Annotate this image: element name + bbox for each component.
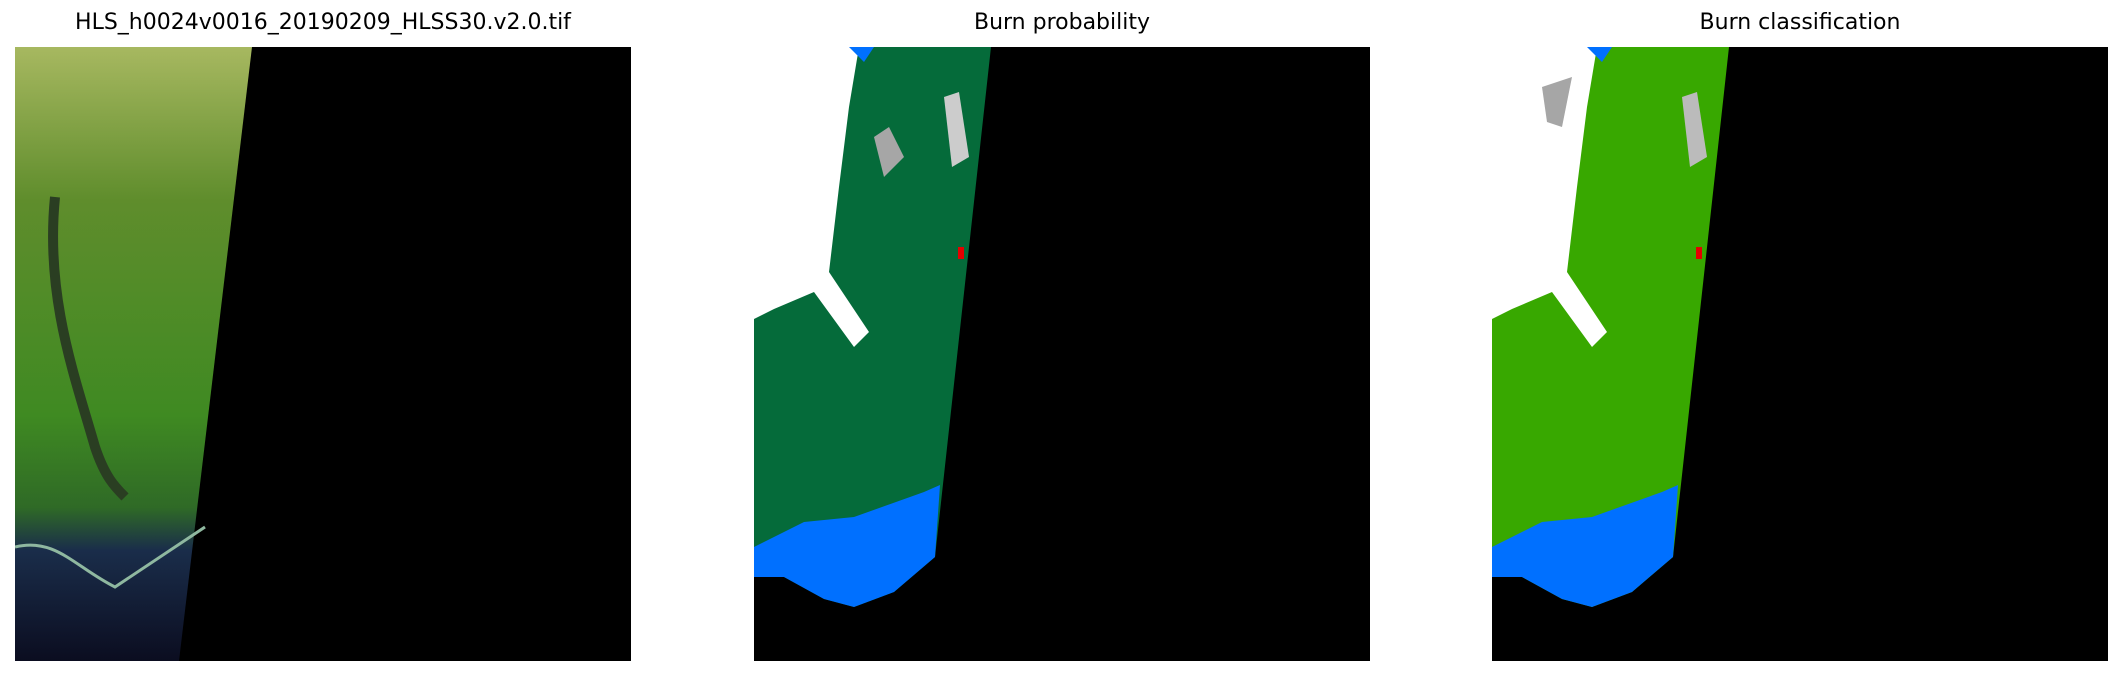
burn-probability-map	[754, 47, 1370, 661]
cloud-area	[754, 47, 869, 347]
water-area	[1587, 47, 1612, 62]
water-area	[1492, 485, 1678, 607]
cloud-shadow	[1542, 77, 1572, 127]
coastline	[15, 525, 206, 589]
cloud-shadow	[944, 92, 969, 167]
burn-classification-map	[1492, 47, 2108, 661]
water-area	[849, 47, 874, 62]
water-area	[754, 485, 940, 607]
scene-area	[15, 47, 252, 661]
cloud-shadow	[874, 127, 904, 177]
rgb-image	[15, 47, 631, 661]
panel-title-rgb: HLS_h0024v0016_20190209_HLSS30.v2.0.tif	[75, 10, 571, 35]
cloud-shadow	[1682, 92, 1707, 167]
river	[48, 196, 129, 501]
burn-area	[1696, 247, 1702, 259]
panel-title-burn-classification: Burn classification	[1699, 10, 1901, 35]
cloud-area	[1492, 47, 1607, 347]
burn-area	[958, 247, 964, 259]
panel-title-burn-probability: Burn probability	[973, 10, 1150, 35]
